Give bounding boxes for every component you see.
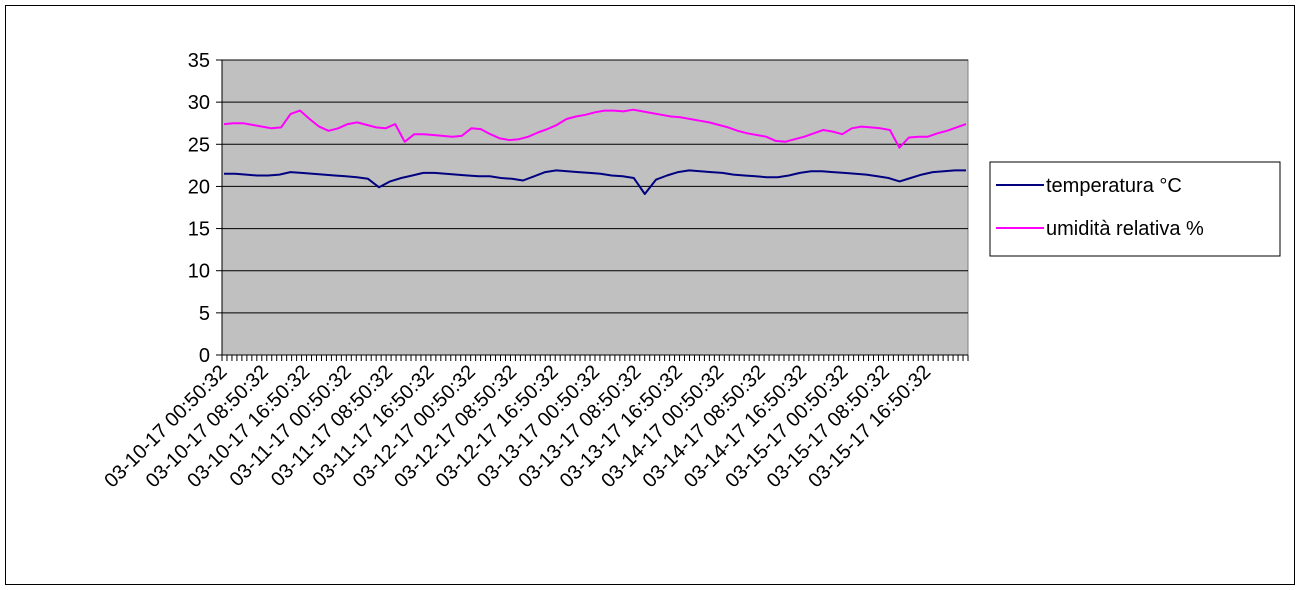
legend: temperatura °C umidità relativa %	[989, 161, 1281, 257]
grid-lines	[222, 59, 968, 314]
y-tick-label: 5	[199, 303, 210, 325]
legend-box	[989, 161, 1281, 257]
y-tick-label: 0	[199, 345, 210, 367]
chart-frame: 0 5 10 15 20 25 30 35 03-10-17 00:50:32 03-10-17…	[5, 5, 1295, 585]
series-lines	[223, 108, 967, 195]
series-line-1	[224, 169, 966, 195]
y-tick-label: 35	[188, 50, 210, 72]
line-chart: 0 5 10 15 20 25 30 35 03-10-17 00:50:3203-10-17…	[100, 50, 1281, 492]
legend-label: umidità relativa %	[1046, 218, 1204, 240]
y-axis: 0 5 10 15 20 25 30 35	[188, 50, 223, 367]
y-tick-label: 30	[188, 92, 210, 114]
plot-area	[221, 59, 969, 356]
series-line-2	[223, 108, 967, 149]
y-tick-label: 10	[188, 261, 210, 283]
y-tick-label: 15	[188, 219, 210, 241]
y-tick-label: 20	[188, 176, 210, 198]
legend-label: temperatura °C	[1046, 175, 1182, 197]
y-tick-label: 25	[188, 134, 210, 156]
